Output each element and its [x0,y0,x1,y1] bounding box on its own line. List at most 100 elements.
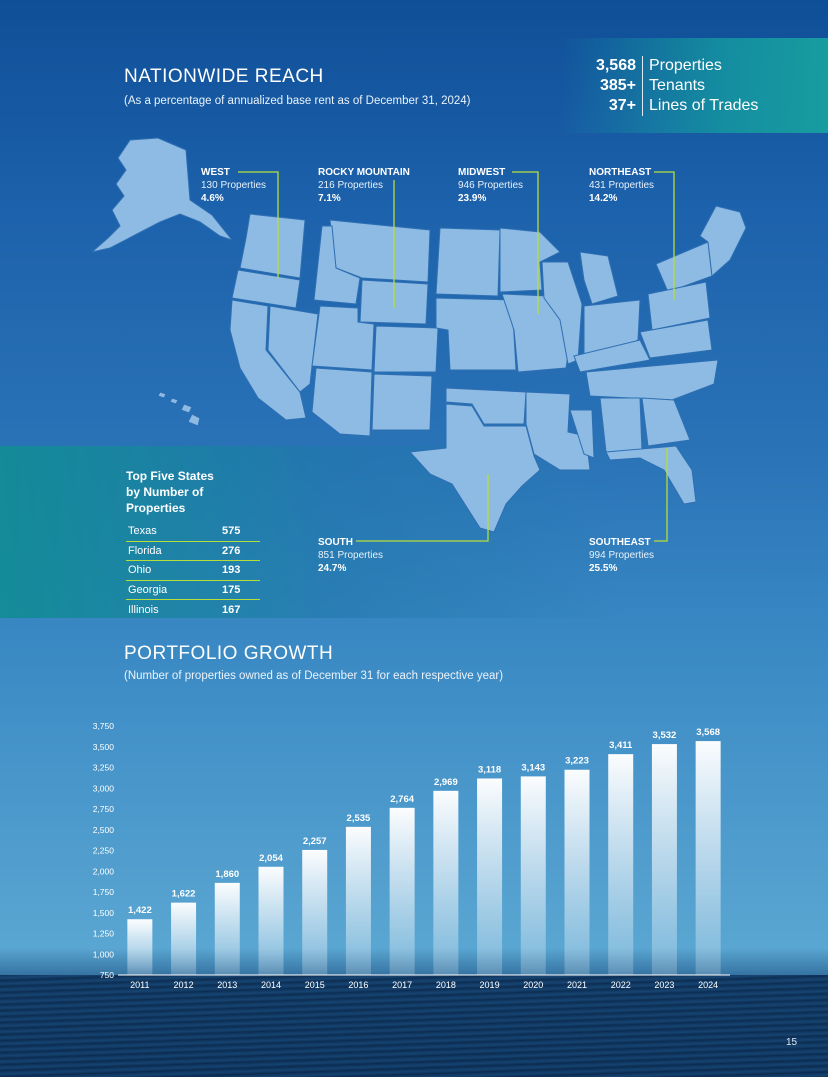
table-row: Illinois 167 [126,600,260,620]
bar-2024 [695,741,721,975]
southeast-region-georgia [641,397,691,447]
x-tick-label: 2021 [567,980,587,990]
region-pct: 4.6% [201,193,224,204]
rocky-region-colorado [373,325,439,373]
southeast-callout-line [654,448,668,542]
southeast-region-alabama-mississippi [599,397,643,453]
y-tick-label: 1,000 [93,949,115,959]
region-rocky-mountain: ROCKY MOUNTAIN 216 Properties 7.1% [318,166,410,205]
midwest-region-wisconsin-illinois [541,261,583,365]
region-name: SOUTH [318,537,353,548]
data-label: 2,535 [347,813,371,824]
x-tick-label: 2024 [698,980,718,990]
y-tick-label: 1,250 [93,929,115,939]
data-label: 2,257 [303,836,327,847]
data-label: 3,568 [696,727,720,738]
x-tick-label: 2011 [130,980,149,990]
growth-subtitle: (Number of properties owned as of Decemb… [124,670,504,682]
x-tick-label: 2022 [611,980,631,990]
y-tick-label: 3,000 [93,783,115,793]
rocky-region-newmexico [371,373,433,431]
region-northeast: NORTHEAST 431 Properties 14.2% [589,166,654,205]
south-region-arkansas-louisiana [525,391,591,471]
top-five-title-line2: by Number of Properties [126,485,204,515]
stat-lines-of-trades: 37+ Lines of Trades [560,96,820,116]
bar-2013 [214,882,240,975]
data-label: 3,118 [478,764,501,775]
bar-2011 [127,919,153,975]
x-tick-label: 2023 [654,980,674,990]
region-name: NORTHEAST [589,167,652,178]
bar-2020 [520,776,546,975]
growth-title: PORTFOLIO GROWTH [124,643,334,664]
region-pct: 25.5% [589,563,618,574]
y-tick-label: 2,750 [93,804,115,814]
midwest-callout-line [512,171,539,314]
data-label: 3,532 [653,730,677,741]
region-count: 946 Properties [458,180,524,191]
region-pct: 24.7% [318,563,347,574]
northeast-region-pennsylvania [647,281,711,331]
rocky-region-arizona [311,367,373,437]
data-label: 3,143 [521,762,545,773]
bar-2022 [608,754,634,975]
bar-2023 [651,744,677,975]
x-tick-label: 2013 [217,980,237,990]
data-label: 1,622 [172,889,196,900]
stat-label: Properties [642,56,722,76]
stat-tenants: 385+ Tenants [560,76,820,96]
portfolio-growth-chart: 750 1,000 1,250 1,500 1,750 2,000 2,250 2,500 2,… [93,721,730,990]
table-row: Ohio 193 [126,561,260,581]
data-label: 3,411 [609,740,633,751]
bar-2016 [345,826,371,975]
state-value: 167 [222,603,241,616]
x-tick-label: 2014 [261,980,281,990]
region-name: SOUTHEAST [589,537,651,548]
state-name: Florida [128,544,162,557]
region-count: 130 Properties [201,180,267,191]
y-tick-label: 750 [100,970,114,980]
x-tick-label: 2017 [392,980,412,990]
region-west: WEST 130 Properties 4.6% [201,166,266,205]
midwest-region-minnesota [499,227,561,293]
top-five-states-table: Top Five States by Number of Properties … [126,468,260,620]
y-tick-label: 3,750 [93,721,115,731]
y-tick-label: 1,750 [93,887,115,897]
state-value: 175 [222,583,241,596]
state-name: Ohio [128,564,152,577]
stat-properties: 3,568 Properties [560,56,820,76]
northeast-callout-line [654,171,675,300]
x-tick-label: 2020 [523,980,543,990]
region-count: 851 Properties [318,550,384,561]
page-number: 15 [786,1037,798,1048]
data-label: 2,054 [259,853,283,864]
stat-value: 37+ [608,97,636,114]
stat-value: 3,568 [595,57,636,74]
southeast-region-tennessee-carolinas [585,359,719,401]
northeast-region-virginia [639,319,713,359]
stat-label: Lines of Trades [642,96,758,116]
top-five-title-line1: Top Five States [126,469,214,483]
nationwide-subtitle: (As a percentage of annualized base rent… [124,95,471,107]
bar-2014 [258,866,284,975]
x-tick-label: 2012 [174,980,194,990]
southeast-region-florida [605,445,697,505]
rocky-region-utah [311,305,375,371]
stats-band [560,38,828,133]
state-name: Illinois [128,603,159,616]
west-region-oregon [231,269,301,309]
state-name: Texas [128,525,157,538]
midwest-region-kentucky [573,339,651,373]
y-tick-label: 2,250 [93,846,115,856]
table-row: Texas 575 [126,522,260,542]
data-label: 2,969 [434,777,458,788]
x-tick-label: 2018 [436,980,456,990]
region-pct: 14.2% [589,193,618,204]
bar-2021 [564,769,590,975]
west-region-nevada [267,305,319,393]
data-label: 2,764 [390,794,414,805]
y-tick-label: 1,500 [93,908,115,918]
hawaii-shape [157,391,201,427]
state-value: 193 [222,564,241,577]
top-five-title: Top Five States by Number of Properties [126,468,260,516]
